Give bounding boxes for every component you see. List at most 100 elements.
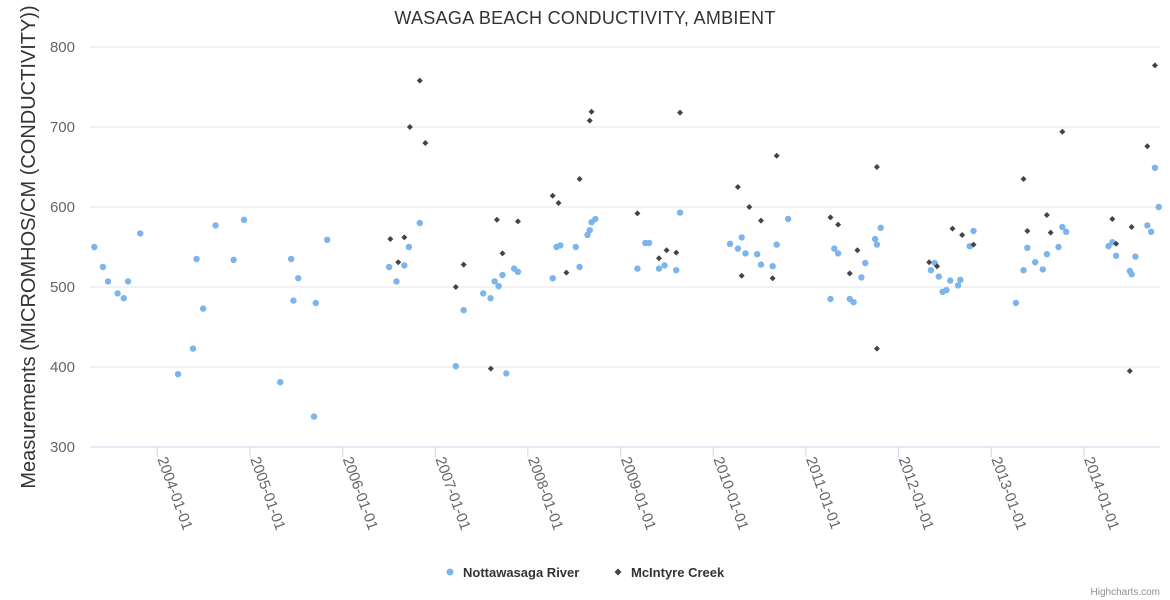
data-point[interactable] (947, 277, 954, 284)
data-point[interactable] (514, 218, 521, 225)
data-point[interactable] (1128, 224, 1135, 230)
data-point[interactable] (555, 200, 562, 206)
data-point[interactable] (970, 227, 977, 235)
data-point[interactable] (406, 124, 413, 130)
data-point[interactable] (174, 371, 182, 378)
data-point[interactable] (514, 268, 522, 275)
data-point[interactable] (634, 210, 641, 217)
data-point[interactable] (576, 263, 583, 271)
data-point[interactable] (277, 379, 284, 386)
data-point[interactable] (673, 249, 680, 256)
data-point[interactable] (1047, 229, 1054, 236)
data-point[interactable] (757, 261, 765, 268)
data-point[interactable] (846, 270, 853, 277)
data-point[interactable] (1043, 251, 1051, 258)
data-point[interactable] (588, 108, 595, 115)
data-point[interactable] (827, 214, 834, 221)
data-point[interactable] (1059, 223, 1066, 231)
data-point[interactable] (120, 295, 127, 302)
data-point[interactable] (416, 219, 423, 227)
data-point[interactable] (871, 235, 879, 243)
data-point[interactable] (495, 283, 502, 290)
data-point[interactable] (104, 278, 112, 285)
data-point[interactable] (557, 242, 564, 249)
data-point[interactable] (287, 255, 295, 263)
data-point[interactable] (572, 243, 579, 251)
data-point[interactable] (970, 241, 977, 248)
data-point[interactable] (738, 272, 745, 279)
data-point[interactable] (858, 274, 865, 281)
data-point[interactable] (1112, 252, 1120, 259)
data-point[interactable] (726, 240, 734, 247)
data-point[interactable] (114, 290, 121, 297)
credits-link[interactable]: Highcharts.com (1091, 587, 1160, 598)
data-point[interactable] (1062, 228, 1070, 235)
data-point[interactable] (753, 251, 761, 258)
data-point[interactable] (584, 231, 591, 239)
data-point[interactable] (452, 363, 459, 370)
data-point[interactable] (503, 370, 510, 377)
data-point[interactable] (677, 109, 684, 116)
data-point[interactable] (1039, 266, 1047, 273)
data-point[interactable] (850, 299, 857, 306)
data-point[interactable] (734, 184, 741, 190)
data-point[interactable] (831, 245, 838, 252)
data-point[interactable] (926, 259, 933, 266)
data-point[interactable] (873, 164, 880, 170)
data-point[interactable] (1012, 299, 1020, 307)
data-point[interactable] (676, 209, 684, 216)
data-point[interactable] (1109, 216, 1116, 222)
data-point[interactable] (124, 278, 132, 285)
data-point[interactable] (834, 250, 842, 257)
data-point[interactable] (1126, 368, 1133, 374)
data-point[interactable] (310, 413, 318, 420)
data-point[interactable] (487, 365, 494, 372)
data-point[interactable] (212, 222, 219, 229)
data-point[interactable] (99, 263, 107, 271)
data-point[interactable] (460, 261, 467, 268)
legend-item[interactable]: McIntyre Creek (614, 565, 725, 580)
data-point[interactable] (586, 227, 593, 234)
data-point[interactable] (877, 224, 884, 231)
data-point[interactable] (746, 204, 753, 210)
data-point[interactable] (401, 262, 408, 269)
legend[interactable]: Nottawasaga River McIntyre Creek (446, 565, 725, 580)
data-point[interactable] (784, 215, 792, 223)
data-point[interactable] (655, 255, 662, 262)
data-point[interactable] (1147, 228, 1155, 235)
data-point[interactable] (1128, 271, 1135, 278)
data-point[interactable] (312, 299, 319, 307)
data-point[interactable] (240, 216, 248, 223)
data-point[interactable] (499, 271, 506, 279)
data-point[interactable] (835, 221, 842, 228)
data-point[interactable] (493, 216, 500, 223)
data-point[interactable] (661, 262, 668, 269)
data-point[interactable] (460, 307, 467, 314)
data-point[interactable] (769, 263, 776, 270)
data-point[interactable] (385, 263, 393, 271)
data-point[interactable] (91, 243, 98, 251)
data-point[interactable] (663, 247, 670, 254)
data-point[interactable] (576, 176, 583, 182)
data-point[interactable] (943, 287, 950, 294)
data-point[interactable] (563, 269, 570, 276)
data-point[interactable] (487, 295, 494, 302)
data-point[interactable] (549, 275, 556, 282)
data-point[interactable] (1020, 176, 1027, 182)
data-point[interactable] (634, 265, 641, 272)
data-point[interactable] (295, 275, 302, 282)
data-point[interactable] (479, 290, 487, 297)
data-point[interactable] (769, 275, 776, 282)
data-point[interactable] (323, 236, 331, 243)
data-point[interactable] (586, 117, 593, 124)
data-point[interactable] (957, 276, 964, 283)
data-point[interactable] (738, 234, 745, 241)
data-point[interactable] (862, 259, 869, 267)
data-point[interactable] (927, 267, 935, 274)
data-point[interactable] (959, 232, 966, 238)
data-point[interactable] (1132, 253, 1139, 260)
data-point[interactable] (655, 265, 663, 272)
data-point[interactable] (1024, 244, 1031, 251)
data-point[interactable] (1031, 259, 1039, 266)
data-point[interactable] (395, 259, 402, 266)
